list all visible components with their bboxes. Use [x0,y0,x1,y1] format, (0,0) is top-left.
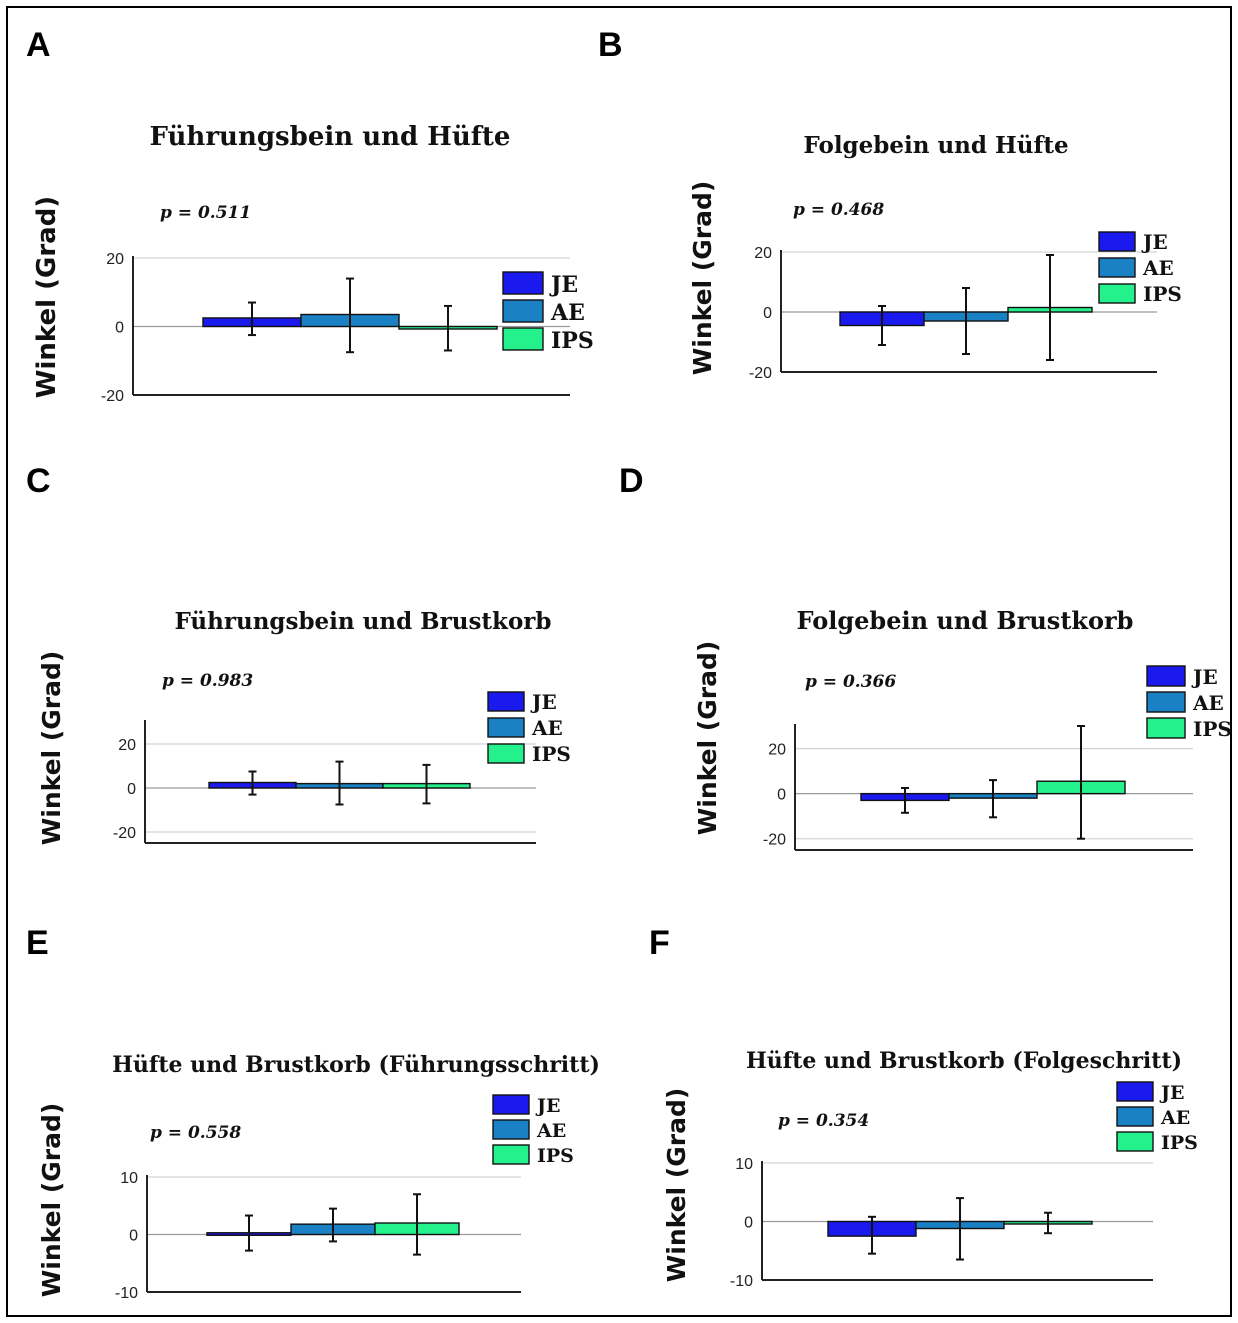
legend-label-je: JE [1141,230,1168,254]
legend-swatch-je [1098,231,1136,252]
legend-label-je: JE [530,690,557,714]
chart-title: Führungsbein und Hüfte [150,122,511,152]
legend-swatch-ips [492,1144,530,1165]
p-value-label: p = 0.468 [793,200,884,220]
chart-D: Folgebein und Brustkorb p = 0.366 Winkel (… [693,606,1232,851]
y-axis-label: Winkel (Grad) [688,181,717,376]
panel-A: A Führungsbein und Hüfte p = 0.511 Winkel … [0,0,600,440]
y-axis-label: Winkel (Grad) [37,1103,66,1298]
chart-B: Folgebein und Hüfte p = 0.468 Winkel (Grad… [688,132,1182,382]
legend-swatch-ips [1098,283,1136,304]
legend-swatch-je [1116,1081,1154,1102]
panel-B: B Folgebein und Hüfte p = 0.468 Winkel (Gr… [598,0,1219,440]
panel-label: A [26,26,51,64]
legend-label-ips: IPS [1161,1132,1198,1154]
legend-label-je: JE [1191,665,1218,689]
y-axis-label: Winkel (Grad) [693,641,722,836]
legend-label-ae: AE [1192,691,1224,715]
legend-swatch-ae [502,299,544,323]
y-tick-label: -10 [115,1285,138,1302]
legend-swatch-ae [1116,1106,1154,1127]
legend-label-ae: AE [536,1120,566,1142]
legend-swatch-ae [1098,257,1136,278]
y-tick-label: 0 [115,320,124,337]
y-tick-label: 20 [754,245,772,262]
chart-title: Hüfte und Brustkorb (Folgeschritt) [746,1048,1182,1074]
legend-label-ips: IPS [537,1145,574,1167]
chart-A: Führungsbein und Hüfte p = 0.511 Winkel (G… [32,122,594,405]
y-tick-label: -10 [730,1273,753,1290]
y-tick-label: 0 [129,1228,138,1245]
legend-label-ae: AE [531,716,563,740]
p-value-label: p = 0.354 [778,1111,869,1131]
panel-label: E [26,924,49,962]
legend-swatch-je [502,271,544,295]
y-tick-label: -20 [113,825,136,842]
y-axis-label: Winkel (Grad) [32,196,62,398]
y-tick-label: 0 [777,787,786,804]
legend-label-je: JE [535,1095,560,1117]
legend-swatch-ae [1146,691,1186,713]
legend-swatch-ips [487,743,525,764]
panel-D: D Folgebein und Brustkorb p = 0.366 Winkel… [619,440,1232,880]
panel-label: C [26,462,51,500]
y-tick-label: 20 [118,737,136,754]
legend-label-ips: IPS [532,742,571,766]
panel-C: C Führungsbein und Brustkorb p = 0.983 Win… [0,440,600,880]
chart-title: Hüfte und Brustkorb (Führungsschritt) [112,1052,600,1078]
legend-label-ips: IPS [551,328,594,354]
legend-swatch-ae [492,1119,530,1140]
legend-label-je: JE [549,272,578,298]
panel-label: F [649,924,670,962]
y-tick-label: -20 [763,832,786,849]
legend-swatch-ips [1116,1131,1154,1152]
panel-F: F Hüfte und Brustkorb (Folgeschritt) p = … [619,880,1219,1320]
legend-swatch-ae [487,717,525,738]
legend-swatch-je [492,1094,530,1115]
figure-frame [6,6,1232,1317]
legend-label-ae: AE [550,300,585,326]
legend-label-ips: IPS [1143,282,1182,306]
p-value-label: p = 0.511 [160,203,251,223]
p-value-label: p = 0.983 [162,671,253,691]
chart-F: Hüfte und Brustkorb (Folgeschritt) p = 0.… [662,1048,1198,1290]
y-tick-label: 10 [120,1170,138,1187]
chart-title: Folgebein und Hüfte [803,132,1068,159]
chart-title: Führungsbein und Brustkorb [174,608,551,635]
panel-E: E Hüfte und Brustkorb (Führungsschritt) p… [0,880,600,1320]
y-tick-label: 10 [735,1156,753,1173]
legend-label-ae: AE [1160,1107,1190,1129]
legend-swatch-je [487,691,525,712]
legend-label-ae: AE [1142,256,1174,280]
p-value-label: p = 0.558 [150,1123,241,1143]
y-tick-label: -20 [101,388,124,405]
y-tick-label: 0 [744,1215,753,1232]
legend-swatch-ips [1146,717,1186,739]
chart-C: Führungsbein und Brustkorb p = 0.983 Winke… [37,608,571,846]
y-axis-label: Winkel (Grad) [37,651,66,846]
panel-label: D [619,462,644,500]
chart-E: Hüfte und Brustkorb (Führungsschritt) p =… [37,1052,600,1302]
legend-label-ips: IPS [1193,717,1232,741]
y-tick-label: 20 [768,742,786,759]
p-value-label: p = 0.366 [805,672,896,692]
chart-title: Folgebein und Brustkorb [797,606,1134,635]
y-axis-label: Winkel (Grad) [662,1088,691,1283]
y-tick-label: -20 [749,365,772,382]
legend-swatch-je [1146,665,1186,687]
y-tick-label: 0 [763,305,772,322]
y-tick-label: 0 [127,781,136,798]
legend-label-je: JE [1159,1082,1184,1104]
panel-label: B [598,26,623,64]
y-tick-label: 20 [106,251,124,268]
legend-swatch-ips [502,327,544,351]
